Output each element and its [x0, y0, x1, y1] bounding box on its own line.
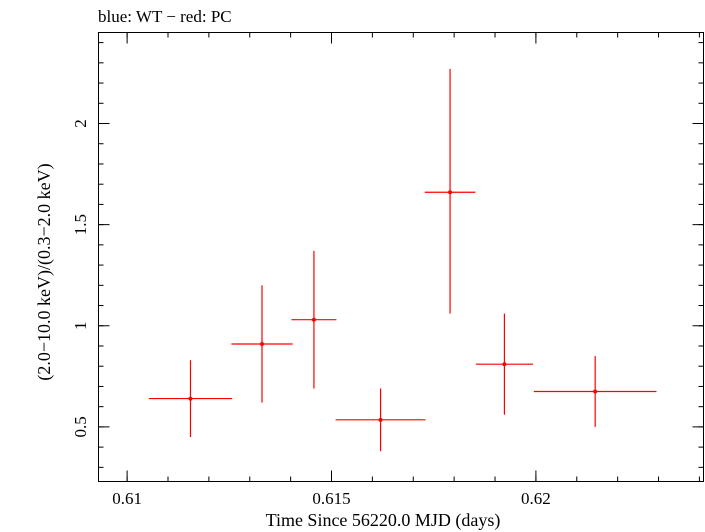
data-point [335, 388, 426, 452]
tick-labels: 0.61 0.615 0.62 0.5 1 1.5 2 [71, 119, 551, 508]
data-marker [378, 417, 383, 422]
data-points [148, 68, 657, 452]
y-tick-label: 1 [71, 322, 90, 331]
data-point [424, 68, 476, 314]
axis-ticks [98, 32, 704, 482]
data-marker [502, 362, 507, 367]
plot-frame [98, 32, 704, 482]
y-tick-label: 0.5 [71, 416, 90, 437]
x-axis-label: Time Since 56220.0 MJD (days) [266, 510, 501, 531]
data-point [231, 285, 293, 403]
x-tick-label: 0.615 [312, 489, 350, 508]
data-marker [260, 341, 265, 346]
data-marker [593, 389, 598, 394]
y-tick-label: 2 [71, 119, 90, 128]
x-tick-label: 0.61 [112, 489, 142, 508]
x-tick-label: 0.62 [521, 489, 551, 508]
y-axis-label: (2.0−10.0 keV)/(0.3−2.0 keV) [34, 163, 55, 380]
data-point [291, 250, 337, 389]
data-marker [311, 317, 316, 322]
chart-title: blue: WT − red: PC [98, 7, 232, 26]
data-point [533, 356, 657, 427]
data-marker [448, 190, 453, 195]
data-point [148, 360, 233, 438]
y-tick-label: 1.5 [71, 214, 90, 235]
data-marker [188, 396, 193, 401]
data-point [475, 313, 534, 415]
